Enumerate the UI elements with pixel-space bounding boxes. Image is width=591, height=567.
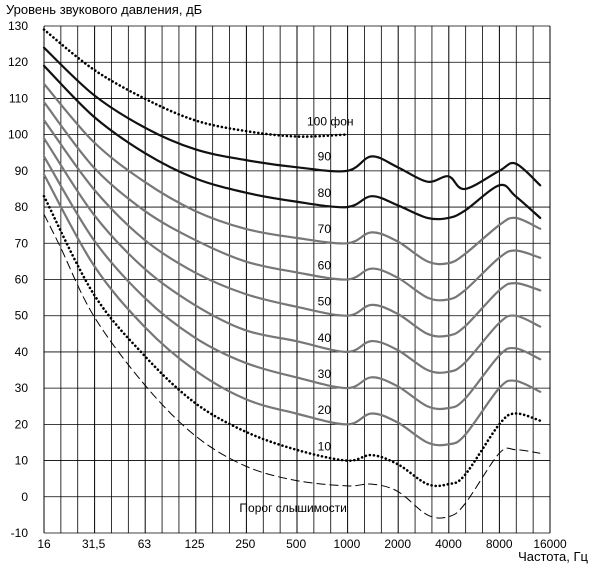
curve-100-фон bbox=[42, 28, 349, 138]
x-tick-label: 16 bbox=[37, 537, 51, 551]
x-tick-label: 16000 bbox=[533, 537, 567, 551]
curve-label: 10 bbox=[318, 439, 332, 453]
curves bbox=[42, 28, 542, 519]
y-tick-label: 80 bbox=[15, 200, 29, 214]
curve-label: 30 bbox=[318, 367, 332, 381]
curve-label: 90 bbox=[318, 150, 332, 164]
x-axis-title: Частота, Гц bbox=[518, 549, 588, 564]
curve-label: Порог слышимости bbox=[239, 501, 346, 515]
y-tick-label: 40 bbox=[15, 345, 29, 359]
curve-label: 40 bbox=[318, 331, 332, 345]
curve-30 bbox=[42, 155, 542, 411]
curve-40 bbox=[42, 137, 542, 374]
grid bbox=[43, 25, 551, 534]
tick-labels: -10 0 10 20 30 40 50 60 70 80 90 100 110 120 130 16 31,5… bbox=[8, 19, 567, 551]
y-tick-label: 70 bbox=[15, 236, 29, 250]
y-tick-label: 50 bbox=[15, 309, 29, 323]
curve-label: 100 фон bbox=[307, 115, 354, 129]
y-tick-label: 90 bbox=[15, 164, 29, 178]
x-tick-label: 4000 bbox=[435, 537, 462, 551]
y-tick-label: 0 bbox=[21, 490, 28, 504]
x-tick-label: 125 bbox=[185, 537, 205, 551]
x-tick-label: 1000 bbox=[334, 537, 361, 551]
curve-60 bbox=[42, 101, 542, 302]
x-tick-label: 250 bbox=[235, 537, 255, 551]
curve-label: 80 bbox=[318, 186, 332, 200]
x-tick-label: 2000 bbox=[384, 537, 411, 551]
y-tick-label: 20 bbox=[15, 417, 29, 431]
curve-10 bbox=[42, 194, 542, 488]
curve-70 bbox=[42, 82, 542, 266]
curve-90 bbox=[42, 46, 542, 191]
y-tick-label: -10 bbox=[11, 526, 29, 540]
y-tick-label: 10 bbox=[15, 454, 29, 468]
curve-labels: Порог слышимости 10 20 30 40 50 60 70 80 90 100 фо… bbox=[239, 115, 353, 515]
curve-50 bbox=[42, 119, 542, 338]
curve-label: 70 bbox=[318, 222, 332, 236]
y-tick-label: 120 bbox=[8, 55, 28, 69]
curve-threshold bbox=[43, 214, 541, 519]
y-tick-label: 130 bbox=[8, 19, 28, 33]
x-tick-label: 31,5 bbox=[82, 537, 106, 551]
curve-80 bbox=[42, 64, 542, 221]
curve-label: 20 bbox=[318, 403, 332, 417]
curve-20 bbox=[42, 173, 542, 447]
y-tick-label: 30 bbox=[15, 381, 29, 395]
y-tick-label: 100 bbox=[8, 128, 28, 142]
y-axis-title: Уровень звукового давления, дБ bbox=[6, 2, 202, 17]
x-tick-label: 63 bbox=[138, 537, 152, 551]
y-tick-label: 110 bbox=[9, 91, 28, 105]
curve-label: 50 bbox=[318, 295, 332, 309]
x-tick-label: 8000 bbox=[486, 537, 513, 551]
x-tick-label: 500 bbox=[286, 537, 306, 551]
curve-label: 60 bbox=[318, 258, 332, 272]
y-tick-label: 60 bbox=[15, 273, 29, 287]
